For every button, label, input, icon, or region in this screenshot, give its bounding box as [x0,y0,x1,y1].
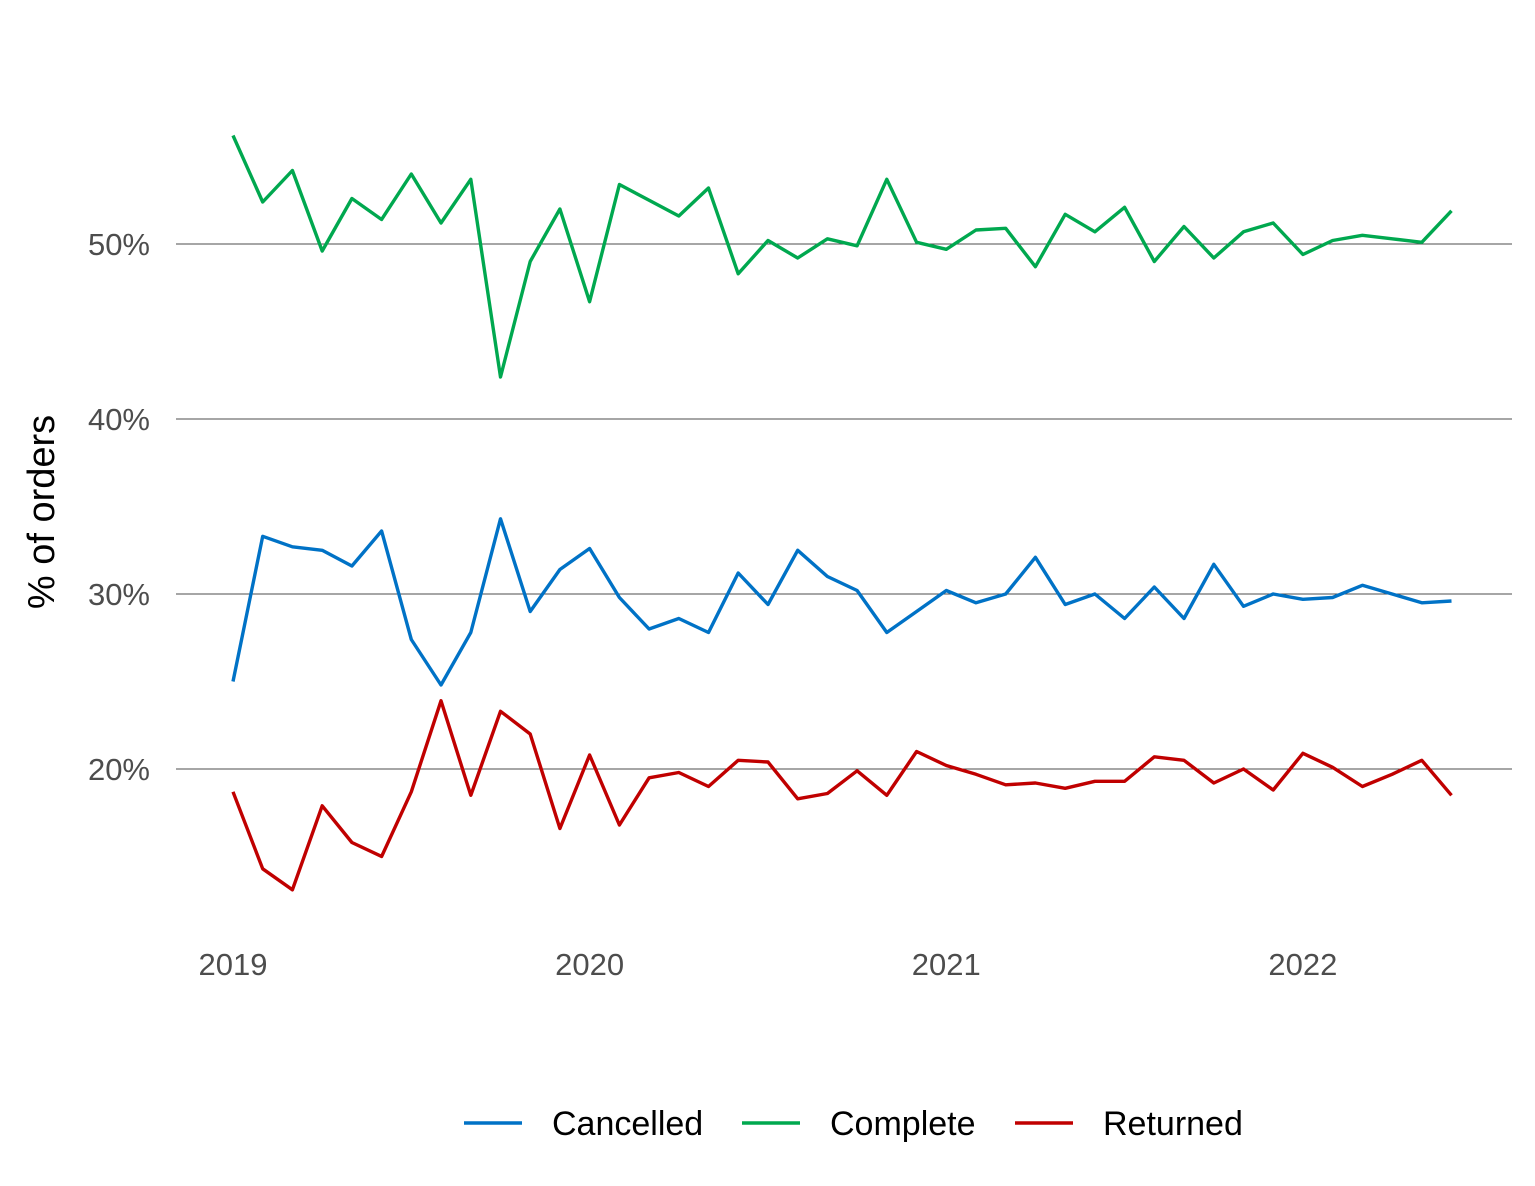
legend-item-complete: Complete [742,1105,976,1143]
legend-item-cancelled: Cancelled [464,1105,703,1143]
x-tick-label: 2019 [199,947,268,982]
legend-label: Cancelled [552,1105,703,1143]
x-tick-label: 2020 [555,947,624,982]
gridlines [176,243,1512,770]
legend-label: Complete [830,1105,976,1143]
x-tick-label: 2021 [912,947,981,982]
series-line-returned [231,699,1453,892]
legend-item-returned: Returned [1015,1105,1243,1143]
y-tick-label: 30% [88,577,150,612]
y-axis-title: % of orders [21,415,63,609]
x-tick-label: 2022 [1268,947,1337,982]
series-lines [231,134,1453,892]
series-line-cancelled [231,517,1452,687]
y-tick-label: 50% [88,227,150,262]
legend: Cancelled Complete Returned [464,1105,1243,1143]
y-axis-ticks: 20% 30% 40% 50% [88,227,150,787]
legend-label: Returned [1103,1105,1243,1143]
y-tick-label: 20% [88,752,150,787]
y-tick-label: 40% [88,402,150,437]
x-axis-ticks: 2019 2020 2021 2022 [199,947,1338,982]
series-line-complete [231,134,1453,379]
